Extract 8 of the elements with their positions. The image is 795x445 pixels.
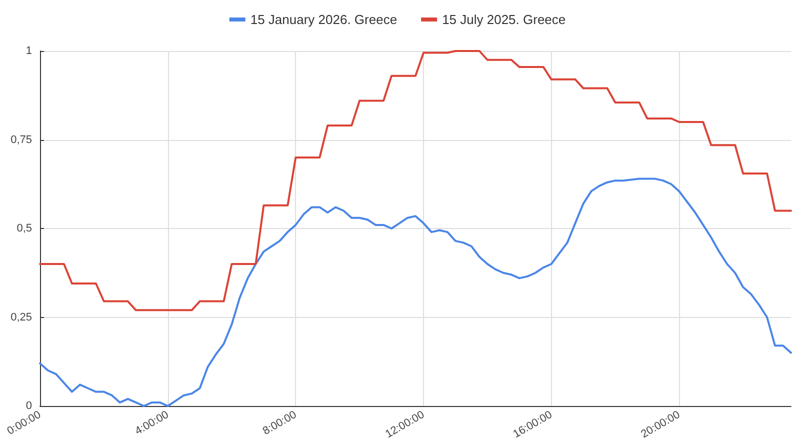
y-tick-label: 0,75 [10,134,32,146]
y-tick-label: 1 [26,45,32,57]
y-tick-label: 0,5 [16,222,32,234]
legend-label: 15 July 2025. Greece [442,12,566,27]
legend-label: 15 January 2026. Greece [250,12,398,27]
y-tick-label: 0 [26,400,32,412]
y-tick-label: 0,25 [10,311,32,324]
line-series [39,50,792,312]
